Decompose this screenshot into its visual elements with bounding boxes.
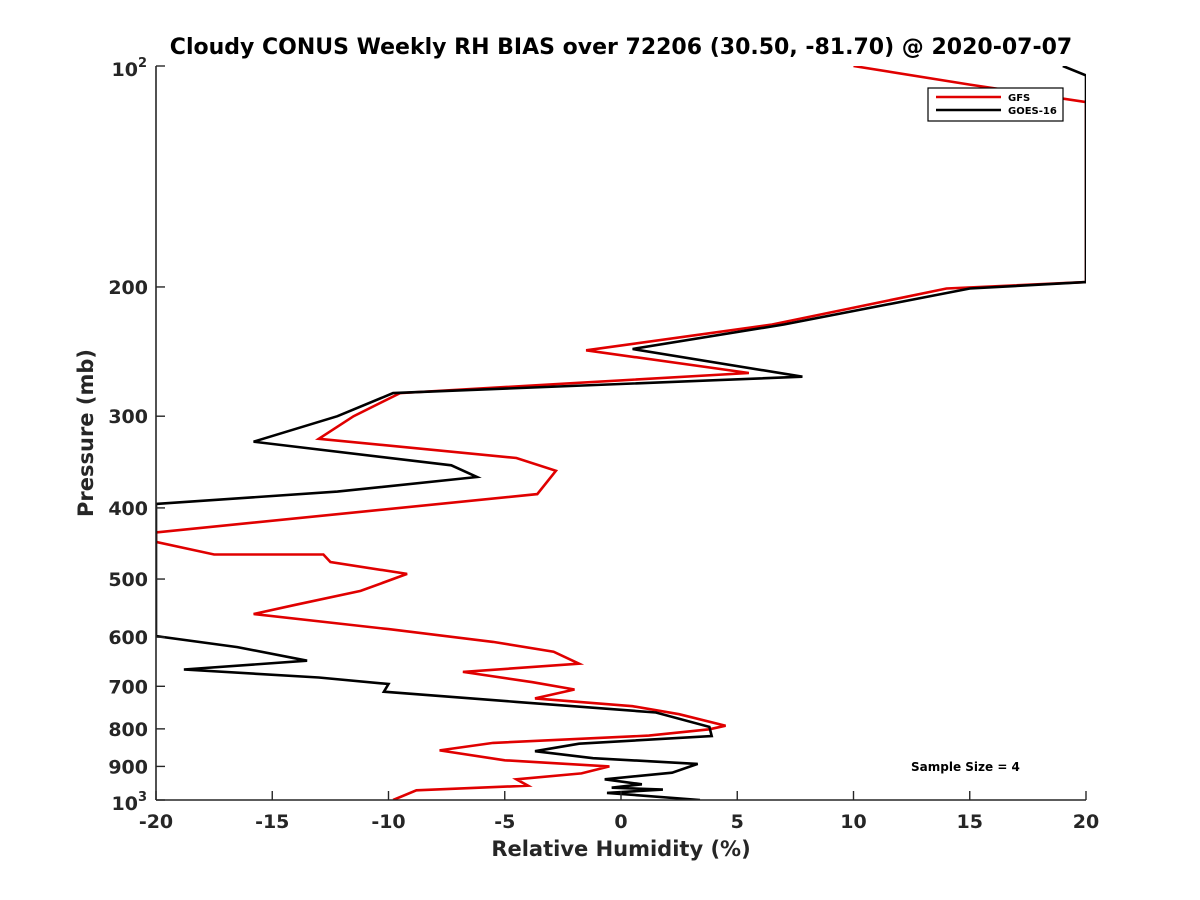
y-axis-label: Pressure (mb)	[74, 349, 98, 517]
y-tick-label: 300	[108, 406, 148, 428]
x-tick-label: 5	[731, 811, 744, 833]
chart-title: Cloudy CONUS Weekly RH BIAS over 72206 (…	[170, 35, 1072, 60]
x-tick-label: -20	[139, 811, 173, 833]
x-tick-label: 0	[614, 811, 627, 833]
legend-label-gfs: GFS	[1008, 93, 1030, 104]
series-layer	[156, 66, 1086, 800]
x-tick-label: 20	[1073, 811, 1099, 833]
y-tick-label: 200	[108, 277, 148, 299]
y-tick-label: 700	[108, 676, 148, 698]
y-axis-ticks: 102 200 300 400 500 600 700 800 900 103	[108, 56, 165, 815]
x-tick-label: 10	[840, 811, 866, 833]
series-line-goes16	[156, 66, 1086, 800]
x-axis-ticks: -20 -15 -10 -5 0 5 10 15 20	[139, 791, 1099, 833]
y-tick-label: 500	[108, 569, 148, 591]
plot-area	[156, 66, 1086, 800]
x-tick-label: 15	[957, 811, 983, 833]
x-axis-label: Relative Humidity (%)	[491, 837, 750, 861]
y-tick-label: 400	[108, 498, 148, 520]
series-line-gfs	[156, 66, 1086, 800]
x-tick-label: -15	[255, 811, 289, 833]
y-tick-label: 600	[108, 627, 148, 649]
legend-box	[927, 87, 1064, 122]
y-tick-label: 103	[112, 790, 148, 815]
sample-size-annotation: Sample Size = 4	[911, 760, 1020, 774]
y-tick-label: 800	[108, 719, 148, 741]
legend: GFS GOES-16	[927, 87, 1064, 122]
legend-label-goes16: GOES-16	[1008, 106, 1057, 117]
x-tick-label: -10	[371, 811, 405, 833]
x-tick-label: -5	[494, 811, 515, 833]
y-tick-label: 900	[108, 756, 148, 778]
y-tick-label: 102	[112, 56, 148, 81]
